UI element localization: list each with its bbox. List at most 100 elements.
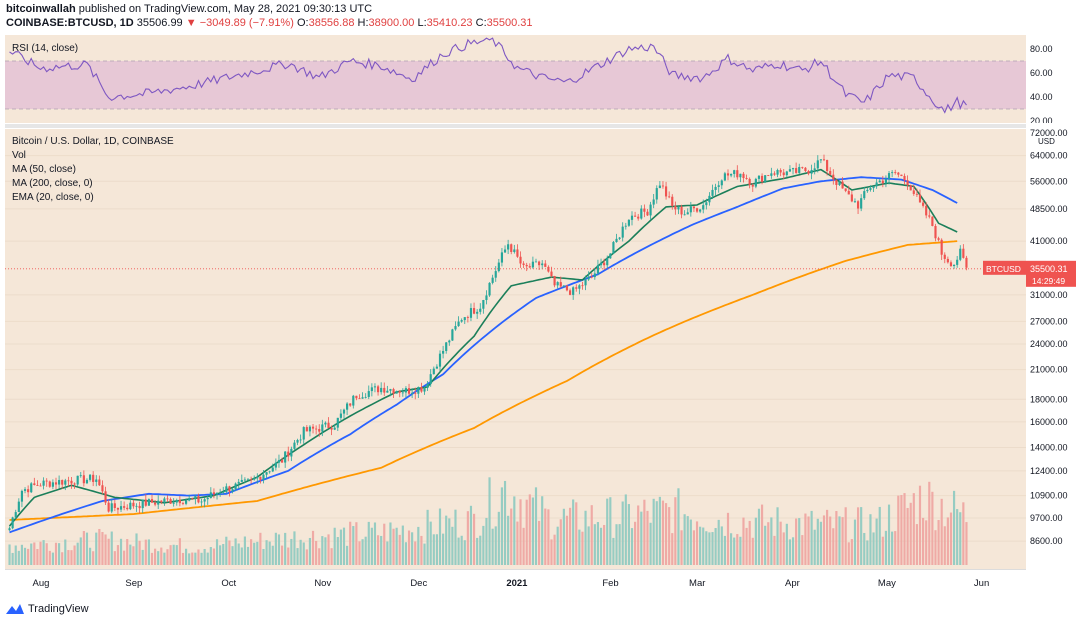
candle-body bbox=[184, 500, 188, 504]
candle-body bbox=[88, 474, 92, 480]
volume-bar bbox=[819, 521, 822, 565]
candle-body bbox=[123, 506, 126, 508]
volume-bar bbox=[705, 531, 708, 565]
volume-bar bbox=[296, 548, 299, 565]
volume-bar bbox=[733, 537, 736, 565]
candle-body bbox=[875, 182, 878, 187]
legend-ma200: MA (200, close, 0) bbox=[12, 178, 93, 189]
pane-separator[interactable] bbox=[5, 124, 1026, 128]
volume-bar bbox=[268, 541, 271, 565]
publish-info: bitcoinwallah published on TradingView.c… bbox=[6, 3, 372, 15]
x-tick-label: Feb bbox=[602, 578, 618, 589]
candle-body bbox=[699, 209, 702, 212]
candle-body bbox=[760, 175, 764, 182]
candle-body bbox=[637, 216, 640, 219]
candle-body bbox=[593, 273, 596, 278]
candle-body bbox=[457, 321, 460, 327]
candle-body bbox=[73, 483, 76, 485]
x-tick-label: Sep bbox=[125, 578, 142, 589]
tradingview-footer[interactable]: TradingView bbox=[6, 603, 89, 615]
candle-body bbox=[342, 409, 346, 414]
candle-body bbox=[810, 170, 813, 174]
volume-bar bbox=[426, 509, 429, 565]
volume-bar bbox=[432, 534, 435, 565]
candle-body bbox=[581, 285, 584, 287]
candle-body bbox=[497, 262, 500, 272]
symbol-tag bbox=[983, 260, 1026, 275]
volume-bar bbox=[383, 523, 386, 565]
volume-bar bbox=[376, 535, 380, 565]
volume-bar bbox=[308, 537, 312, 565]
volume-bar bbox=[869, 514, 872, 565]
time-scale[interactable]: Aug Sep Oct Nov Dec 2021 Feb Mar Apr May Jun bbox=[5, 569, 1026, 594]
candle-body bbox=[559, 282, 562, 287]
candle-body bbox=[141, 499, 144, 509]
volume-bar bbox=[714, 528, 717, 565]
candle-body bbox=[234, 483, 237, 490]
volume-bar bbox=[163, 552, 166, 565]
candle-body bbox=[807, 171, 810, 174]
volume-bar bbox=[463, 540, 466, 565]
volume-bar bbox=[544, 508, 547, 565]
volume-bar bbox=[250, 539, 253, 565]
volume-bar bbox=[73, 545, 76, 565]
candle-body bbox=[776, 170, 779, 175]
candle-body bbox=[11, 517, 14, 529]
candle-body bbox=[844, 188, 847, 191]
volume-bar bbox=[228, 540, 231, 565]
candle-body bbox=[525, 264, 528, 267]
candle-body bbox=[246, 479, 250, 481]
y-tick-label: 10900.00 bbox=[1030, 491, 1068, 501]
candle-body bbox=[367, 391, 370, 397]
rsi-pane[interactable] bbox=[5, 35, 1026, 123]
volume-bar bbox=[448, 518, 451, 565]
candle-body bbox=[702, 205, 705, 210]
volume-bar bbox=[191, 552, 194, 565]
candle-body bbox=[531, 261, 534, 268]
volume-bar bbox=[770, 517, 773, 565]
candle-body bbox=[779, 170, 782, 173]
candle-body bbox=[853, 201, 857, 203]
volume-bar bbox=[884, 530, 888, 565]
price-pane[interactable]: BTCUSD bbox=[5, 129, 1026, 569]
volume-bar bbox=[411, 532, 414, 565]
volume-bar bbox=[361, 539, 364, 565]
candle-body bbox=[664, 186, 668, 197]
volume-bar bbox=[513, 496, 516, 565]
candle-body bbox=[166, 498, 169, 500]
candle-body bbox=[488, 282, 491, 296]
volume-bar bbox=[686, 516, 689, 565]
volume-bar bbox=[70, 550, 73, 565]
candle-body bbox=[469, 308, 473, 318]
volume-bar bbox=[339, 529, 342, 565]
volume-bar bbox=[119, 538, 123, 565]
candle-body bbox=[541, 263, 544, 266]
candle-body bbox=[23, 489, 27, 491]
candle-body bbox=[925, 205, 928, 216]
candle-body bbox=[578, 285, 581, 289]
candle-body bbox=[826, 160, 829, 171]
tradingview-brand: TradingView bbox=[28, 603, 89, 615]
candle-body bbox=[655, 188, 658, 200]
volume-bar bbox=[370, 527, 373, 565]
volume-bar bbox=[587, 526, 590, 565]
volume-bar bbox=[959, 512, 962, 565]
candle-body bbox=[389, 389, 392, 391]
candle-body bbox=[832, 174, 835, 180]
volume-bar bbox=[342, 527, 346, 565]
candle-body bbox=[596, 265, 600, 274]
candle-body bbox=[200, 501, 203, 503]
volume-bar bbox=[503, 480, 507, 565]
volume-bar bbox=[943, 526, 946, 565]
candle-body bbox=[884, 178, 888, 184]
volume-bar bbox=[621, 501, 624, 565]
price-scale[interactable]: 72000.00 USD 64000.00 56000.00 48500.00 41000… bbox=[1026, 128, 1076, 569]
rsi-tick-label: 40.00 bbox=[1030, 92, 1053, 102]
volume-bar bbox=[144, 539, 147, 565]
candle-body bbox=[714, 186, 717, 190]
volume-bar bbox=[243, 536, 246, 565]
candle-body bbox=[918, 194, 922, 203]
rsi-price-scale[interactable]: 80.00 60.00 40.00 20.00 bbox=[1026, 35, 1076, 126]
candle-body bbox=[135, 505, 138, 507]
candle-body bbox=[104, 491, 107, 503]
